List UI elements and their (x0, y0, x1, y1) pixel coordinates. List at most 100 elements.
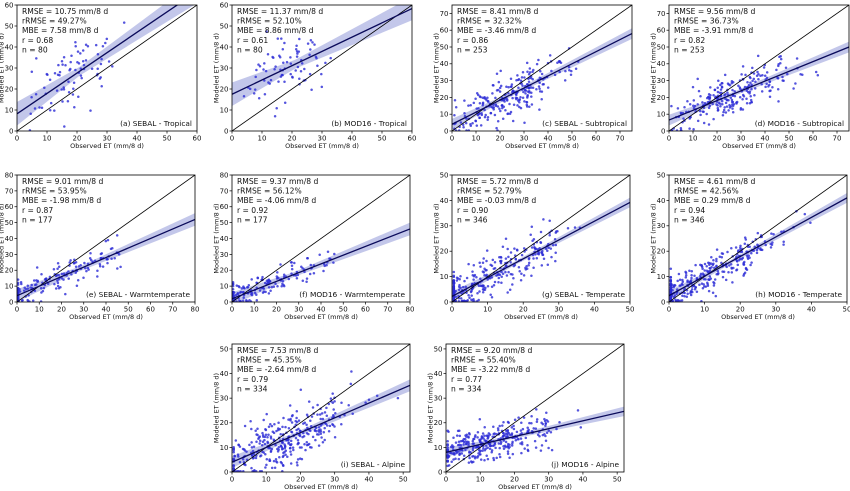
data-point (726, 98, 729, 102)
data-point (737, 84, 740, 87)
data-point (517, 86, 520, 90)
data-point (285, 60, 289, 64)
data-point (375, 394, 379, 398)
y-tick-label: 10 (5, 283, 14, 291)
data-point (478, 438, 481, 442)
data-point (481, 449, 484, 452)
data-point (777, 64, 780, 68)
data-point (273, 423, 276, 426)
one-to-one-line (452, 5, 632, 131)
data-point (506, 112, 510, 115)
x-tick-label: 20 (510, 476, 519, 484)
data-point (277, 428, 280, 432)
data-point (733, 90, 736, 93)
data-point (287, 442, 290, 445)
data-point (501, 272, 505, 276)
x-axis-label: Observed ET (mm/8 d) (284, 483, 358, 491)
data-point (692, 106, 696, 110)
y-axis-label: Modeled ET (mm/8 d) (433, 203, 441, 273)
data-point (673, 294, 677, 297)
stats-line: rRMSE = 32.32% (457, 17, 522, 26)
data-point (31, 299, 35, 302)
data-point (35, 266, 39, 269)
data-point (693, 104, 697, 108)
data-point (273, 466, 277, 470)
stats-line: n = 253 (457, 45, 488, 54)
data-point (294, 69, 297, 72)
data-point (743, 242, 747, 245)
data-point (478, 261, 481, 265)
data-point (770, 243, 774, 247)
data-point (744, 73, 747, 77)
data-point (462, 454, 466, 457)
data-point (105, 258, 109, 261)
stats-line: n = 253 (674, 45, 705, 54)
data-point (305, 413, 309, 417)
data-point (35, 283, 38, 286)
data-point (450, 460, 453, 464)
data-point (530, 103, 534, 106)
data-point (290, 264, 294, 268)
data-point (458, 453, 461, 457)
data-point (764, 85, 767, 89)
data-point (298, 429, 302, 433)
data-point (775, 68, 778, 72)
data-point (568, 69, 571, 72)
data-point (532, 427, 535, 430)
y-tick-label: 70 (5, 187, 14, 195)
data-point (287, 277, 291, 281)
data-point (468, 296, 471, 299)
data-point (232, 450, 235, 454)
data-point (447, 430, 450, 434)
data-point (283, 101, 287, 104)
data-point (263, 62, 266, 65)
x-tick-label: 70 (383, 306, 392, 314)
data-point (739, 246, 742, 250)
x-tick-label: 70 (168, 306, 177, 314)
data-point (73, 106, 76, 109)
data-point (350, 370, 353, 373)
stats-line: RMSE = 4.61 mm/8 d (674, 177, 756, 186)
data-point (248, 443, 251, 447)
data-point (475, 124, 479, 127)
data-point (323, 438, 326, 442)
one-to-one-line (17, 5, 197, 131)
data-point (713, 266, 716, 270)
data-point (729, 96, 733, 99)
x-tick-label: 60 (592, 135, 601, 143)
data-point (288, 404, 292, 407)
regression-line (669, 197, 847, 297)
y-tick-label: 20 (220, 267, 229, 275)
data-point (506, 430, 510, 434)
data-point (696, 77, 699, 81)
stats-line: r = 0.79 (237, 375, 268, 384)
data-point (730, 98, 734, 102)
data-point (485, 454, 488, 457)
data-point (707, 106, 711, 110)
data-point (265, 279, 269, 283)
data-point (498, 452, 501, 456)
data-point (479, 265, 482, 268)
data-point (507, 255, 510, 259)
data-point (779, 61, 782, 65)
data-point (499, 260, 503, 263)
one-to-one-line (446, 344, 624, 472)
data-point (504, 429, 508, 432)
data-point (454, 289, 457, 293)
x-tick-label: 10 (258, 135, 267, 143)
data-point (700, 263, 703, 267)
stats-line: MBE = -3.46 mm/8 d (457, 26, 536, 35)
data-point (499, 69, 502, 73)
y-axis-label: Modeled ET (mm/8 d) (213, 373, 221, 443)
data-point (519, 429, 523, 432)
data-point (27, 294, 30, 297)
data-point (290, 267, 294, 271)
data-point (528, 67, 532, 70)
data-point (753, 93, 756, 97)
data-point (457, 440, 461, 444)
y-tick-label: 0 (444, 298, 448, 306)
data-point (563, 79, 567, 82)
data-point (459, 439, 463, 443)
data-point (459, 275, 462, 278)
data-point (76, 50, 80, 53)
